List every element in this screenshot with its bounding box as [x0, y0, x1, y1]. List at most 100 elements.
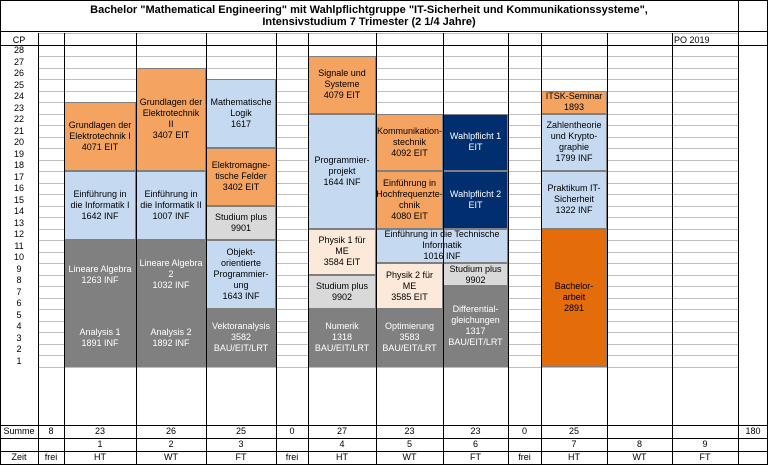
- cp-row-label: 4: [16, 321, 22, 331]
- course-label: Grundlagen der Elektrotechnik II 3407 EI…: [139, 97, 203, 141]
- zeit-value: WT: [164, 452, 178, 462]
- course-block-an2[interactable]: Analysis 2 1892 INF: [136, 309, 206, 367]
- cp-header: CP: [12, 35, 26, 45]
- course-label: Studium plus 9901: [214, 211, 268, 233]
- column-line: [64, 33, 65, 465]
- course-block-pit[interactable]: Praktikum IT-Sicherheit 1322 INF: [541, 171, 607, 229]
- zeit-label: Zeit: [11, 452, 27, 462]
- cp-row-label: 2: [16, 344, 22, 354]
- summe-label: Summe: [3, 426, 35, 436]
- course-label: Programmier-projekt 1644 INF: [314, 154, 370, 187]
- cp-row-label: 12: [13, 229, 24, 239]
- cp-row-label: 11: [14, 240, 24, 251]
- course-block-sp3[interactable]: Studium plus 9902: [443, 263, 508, 286]
- summe-value: 25: [235, 426, 246, 436]
- course-label: Lineare Algebra 2 1032 INF: [139, 258, 203, 290]
- course-label: Einführung in die Informatik II 1007 INF: [140, 189, 202, 221]
- course-block-ef[interactable]: Elektromagne-tische Felder 3402 EIT: [206, 148, 276, 206]
- course-block-sus[interactable]: Signale und Systeme 4079 EIT: [308, 56, 376, 114]
- course-block-sp2[interactable]: Studium plus 9902: [308, 274, 376, 309]
- course-block-pp[interactable]: Programmier-projekt 1644 INF: [308, 113, 376, 229]
- cp-row-label: 14: [13, 206, 24, 216]
- column-line: [541, 33, 542, 465]
- cp-row-label: 15: [13, 194, 24, 205]
- grid-row-line: [38, 102, 738, 103]
- trimester-number: 8: [636, 439, 642, 449]
- table-rule: [0, 438, 768, 439]
- course-label: Differential-gleichungen 1317 BAU/EIT/LR…: [448, 304, 503, 348]
- course-block-wp2[interactable]: Wahlpflicht 2 EIT: [443, 171, 508, 229]
- course-label: Studium plus 9902: [449, 263, 502, 285]
- course-block-inf2[interactable]: Einführung in die Informatik II 1007 INF: [136, 171, 206, 240]
- summe-value: 8: [48, 426, 54, 436]
- cp-row-label: 26: [13, 68, 24, 78]
- summe-value: 23: [94, 426, 105, 436]
- grid-row-line: [38, 56, 738, 57]
- course-block-inf1[interactable]: Einführung in die Informatik I 1642 INF: [64, 171, 136, 240]
- summe-value: 0: [521, 426, 527, 436]
- course-label: Signale und Systeme 4079 EIT: [318, 68, 366, 101]
- po-label: PO 2019: [674, 35, 710, 45]
- course-block-wp1[interactable]: Wahlpflicht 1 EIT: [443, 113, 508, 171]
- course-block-num[interactable]: Numerik 1318 BAU/EIT/LRT: [308, 309, 376, 367]
- summe-value: 23: [404, 426, 415, 436]
- course-label: Einführung in die Informatik I 1642 INF: [70, 189, 130, 221]
- course-block-opt[interactable]: Optimierung 3583 BAU/EIT/LRT: [376, 309, 443, 367]
- trimester-number: 1: [97, 439, 103, 449]
- course-block-ph1[interactable]: Physik 1 für ME 3584 EIT: [308, 228, 376, 275]
- course-label: Elektromagne-tische Felder 3402 EIT: [211, 160, 271, 193]
- cp-row-label: 25: [13, 79, 24, 90]
- column-line: [738, 0, 739, 465]
- cp-row-label: 20: [13, 137, 24, 147]
- course-block-va[interactable]: Vektoranalysis 3582 BAU/EIT/LRT: [206, 309, 276, 367]
- table-rule: [0, 31, 768, 32]
- zeit-value: frei: [44, 452, 58, 462]
- cp-row-label: 9: [16, 263, 22, 274]
- table-rule: [0, 451, 768, 452]
- course-block-hf[interactable]: Einführung in Hochfrequenzte-chnik 4080 …: [376, 171, 443, 229]
- course-block-oop[interactable]: Objekt-orientierte Programmier-ung 1643 …: [206, 240, 276, 309]
- trimester-number: 7: [571, 439, 577, 449]
- cp-row-label: 24: [13, 91, 24, 101]
- course-block-la2[interactable]: Lineare Algebra 2 1032 INF: [136, 240, 206, 309]
- column-line: [206, 33, 207, 465]
- cp-row-label: 10: [13, 252, 24, 262]
- course-label: Numerik 1318 BAU/EIT/LRT: [314, 321, 370, 354]
- zeit-value: HT: [336, 452, 348, 462]
- table-rule: [0, 425, 768, 426]
- course-label: Zahlentheorie und Krypto-graphie 1799 IN…: [546, 120, 602, 164]
- column-line: [38, 33, 39, 465]
- course-block-eti[interactable]: Einführung in die Technische Informatik …: [376, 228, 508, 263]
- course-block-ge1[interactable]: Grundlagen der Elektrotechnik I 4071 EIT: [64, 102, 136, 171]
- course-block-ph2[interactable]: Physik 2 für ME 3585 EIT: [376, 263, 443, 309]
- course-label: Praktikum IT-Sicherheit 1322 INF: [547, 183, 601, 216]
- course-block-dgl[interactable]: Differential-gleichungen 1317 BAU/EIT/LR…: [443, 286, 508, 367]
- summe-value: 25: [568, 426, 579, 436]
- course-label: Optimierung 3583 BAU/EIT/LRT: [382, 321, 437, 354]
- course-label: Wahlpflicht 2 EIT: [449, 188, 502, 210]
- course-label: Physik 2 für ME 3585 EIT: [385, 269, 434, 302]
- course-block-itsk[interactable]: ITSK-Seminar 1893: [541, 90, 607, 114]
- cp-row-label: 27: [13, 56, 24, 67]
- trimester-number: 2: [168, 439, 174, 449]
- cp-row-label: 7: [16, 286, 22, 297]
- course-block-ba[interactable]: Bachelor-arbeit 2891: [541, 228, 607, 367]
- course-block-ge2[interactable]: Grundlagen der Elektrotechnik II 3407 EI…: [136, 67, 206, 171]
- course-label: Analysis 1 1891 INF: [79, 326, 121, 348]
- course-label: Studium plus 9902: [315, 280, 369, 302]
- course-block-sp1[interactable]: Studium plus 9901: [206, 205, 276, 240]
- cp-row-label: 8: [16, 275, 22, 285]
- zeit-value: FT: [470, 452, 481, 462]
- course-label: Lineare Algebra 1263 INF: [68, 263, 132, 285]
- title-line-2: Intensivstudium 7 Trimester (2 1/4 Jahre…: [262, 16, 476, 28]
- course-label: Bachelor-arbeit 2891: [554, 281, 594, 313]
- column-line: [136, 33, 137, 465]
- course-label: Einführung in Hochfrequenzte-chnik 4080 …: [376, 177, 443, 221]
- course-block-zt[interactable]: Zahlentheorie und Krypto-graphie 1799 IN…: [541, 113, 607, 171]
- course-label: Wahlpflicht 1 EIT: [449, 131, 502, 153]
- course-block-kt[interactable]: Kommunikation-stechnik 4092 EIT: [376, 113, 443, 171]
- course-block-la1[interactable]: Lineare Algebra 1263 INF: [64, 240, 136, 309]
- column-line: [508, 33, 509, 465]
- course-block-an1[interactable]: Analysis 1 1891 INF: [64, 309, 136, 367]
- course-block-ml[interactable]: Mathematische Logik 1617: [206, 79, 276, 148]
